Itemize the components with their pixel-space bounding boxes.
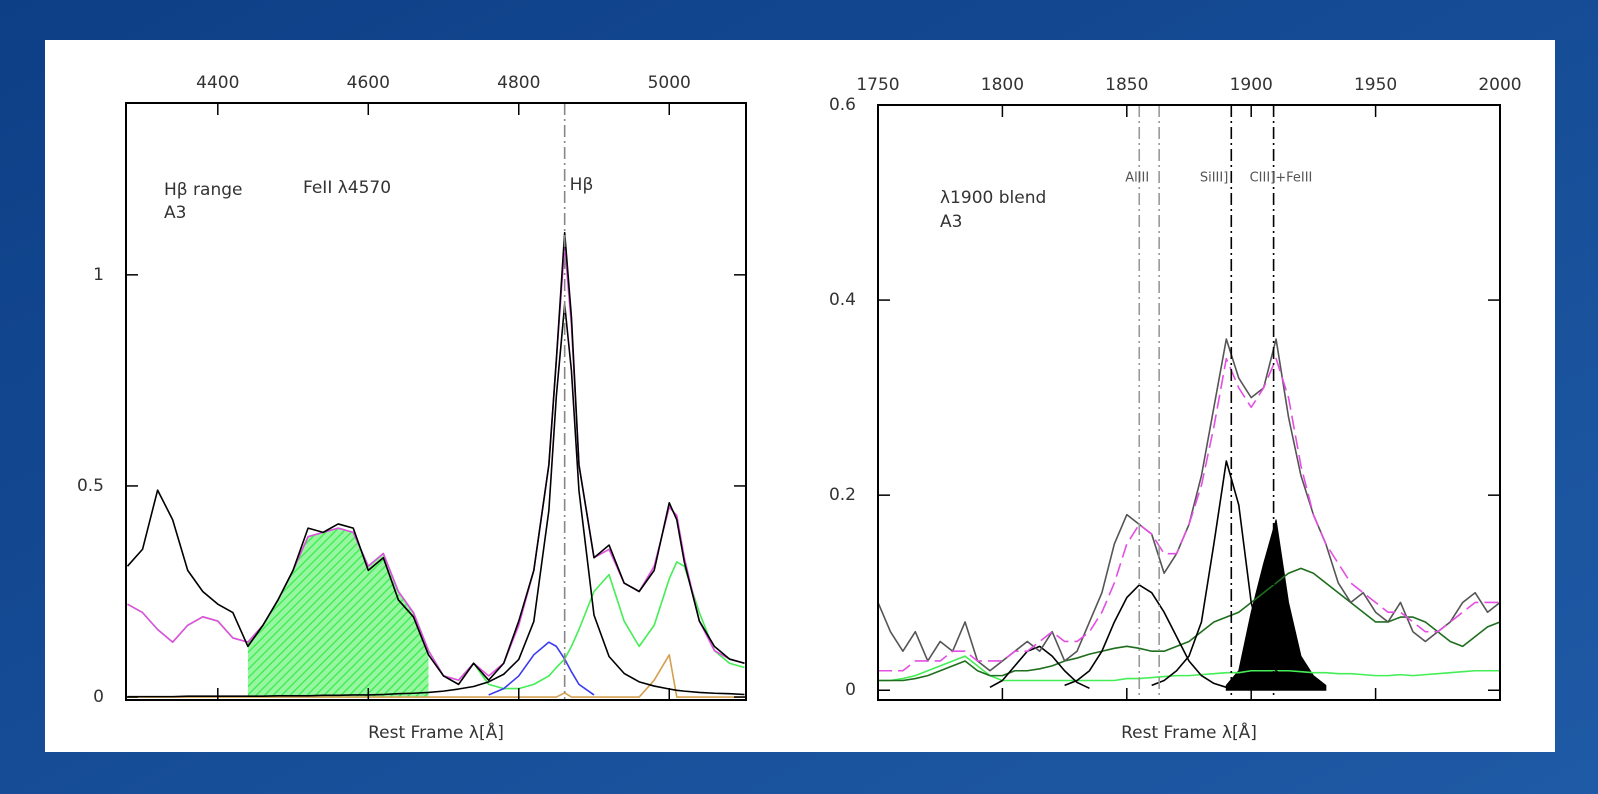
x-tick-label: 1950 bbox=[1354, 75, 1397, 95]
hatched-area bbox=[247, 528, 429, 698]
annotation: FeII λ4570 bbox=[303, 178, 391, 198]
plot-area bbox=[126, 103, 745, 700]
annotation: A3 bbox=[164, 203, 186, 223]
line-label: Hβ bbox=[570, 175, 594, 195]
x-tick-label: 4600 bbox=[347, 73, 390, 93]
x-axis-label: Rest Frame λ[Å] bbox=[1121, 721, 1257, 743]
x-axis-label: Rest Frame λ[Å] bbox=[368, 721, 504, 743]
plot-frame bbox=[125, 102, 747, 701]
spectrum-line bbox=[127, 654, 745, 698]
x-tick-label: 2000 bbox=[1478, 75, 1521, 95]
y-tick-label: 0 bbox=[93, 687, 104, 707]
spectrum-line bbox=[878, 655, 1500, 682]
spectrum-line bbox=[878, 567, 1500, 682]
chart: AlIII SiIII] CIII]+FeIII 1750 1800 1850 1900 19… bbox=[829, 75, 1522, 743]
annotation: A3 bbox=[940, 212, 962, 232]
plot-area bbox=[878, 105, 1500, 700]
y-tick-label: 0 bbox=[845, 680, 856, 700]
x-tick-label: 4800 bbox=[497, 73, 540, 93]
y-tick-label: 0.5 bbox=[77, 476, 104, 496]
x-tick-label: 1900 bbox=[1230, 75, 1273, 95]
x-tick-label: 5000 bbox=[648, 73, 691, 93]
x-tick-label: 1750 bbox=[856, 75, 899, 95]
spectrum-line bbox=[488, 641, 595, 696]
spectrum-line bbox=[127, 244, 745, 681]
chart: Hβ 4400 4600 4800 5000 0 0.5 1 Rest Frame λ[Å] Hβ… bbox=[77, 73, 747, 743]
x-tick-label: 1800 bbox=[981, 75, 1024, 95]
spectrum-line bbox=[989, 645, 1090, 690]
line-label: SiIII] bbox=[1200, 171, 1228, 186]
annotation: λ1900 blend bbox=[940, 188, 1046, 208]
spectrum-line bbox=[127, 303, 745, 698]
spectrum-line bbox=[1151, 460, 1302, 687]
x-tick-label: 1850 bbox=[1105, 75, 1148, 95]
spectrum-line bbox=[1064, 584, 1227, 689]
spectrum-line bbox=[878, 357, 1500, 672]
line-label: CIII]+FeIII bbox=[1250, 171, 1313, 186]
annotation: Hβ range bbox=[164, 180, 242, 200]
plot-frame bbox=[877, 104, 1501, 701]
x-tick-label: 4400 bbox=[196, 73, 239, 93]
line-label: AlIII bbox=[1125, 171, 1149, 186]
y-tick-label: 0.2 bbox=[829, 485, 856, 505]
y-tick-label: 1 bbox=[93, 265, 104, 285]
y-tick-label: 0.6 bbox=[829, 95, 856, 115]
spectrum-line bbox=[126, 231, 745, 686]
y-tick-label: 0.4 bbox=[829, 290, 856, 310]
